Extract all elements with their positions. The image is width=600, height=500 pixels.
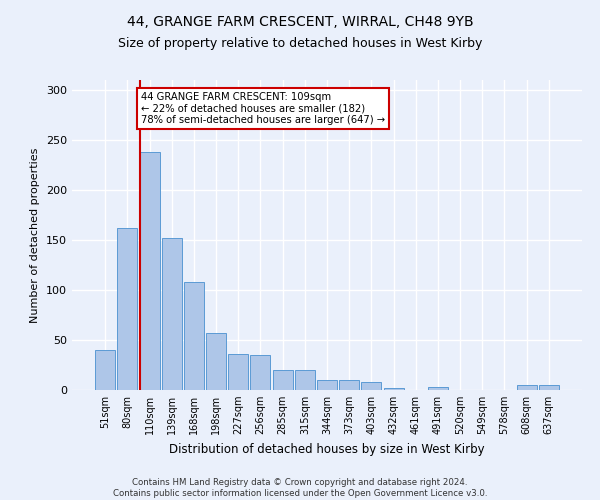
Text: 44, GRANGE FARM CRESCENT, WIRRAL, CH48 9YB: 44, GRANGE FARM CRESCENT, WIRRAL, CH48 9… [127,15,473,29]
Bar [361,382,382,390]
Text: 44 GRANGE FARM CRESCENT: 109sqm
← 22% of detached houses are smaller (182)
78% o: 44 GRANGE FARM CRESCENT: 109sqm ← 22% of… [140,92,385,125]
Bar [140,152,160,390]
Bar [118,228,137,390]
Text: Size of property relative to detached houses in West Kirby: Size of property relative to detached ho… [118,38,482,51]
X-axis label: Distribution of detached houses by size in West Kirby: Distribution of detached houses by size … [169,442,485,456]
Bar [383,388,404,390]
Bar [317,380,337,390]
Bar [295,370,315,390]
Bar [339,380,359,390]
Bar [539,385,559,390]
Bar [517,385,536,390]
Bar [184,282,204,390]
Bar [272,370,293,390]
Y-axis label: Number of detached properties: Number of detached properties [31,148,40,322]
Bar [228,354,248,390]
Text: Contains HM Land Registry data © Crown copyright and database right 2024.
Contai: Contains HM Land Registry data © Crown c… [113,478,487,498]
Bar [250,355,271,390]
Bar [162,238,182,390]
Bar [95,350,115,390]
Bar [428,387,448,390]
Bar [206,333,226,390]
